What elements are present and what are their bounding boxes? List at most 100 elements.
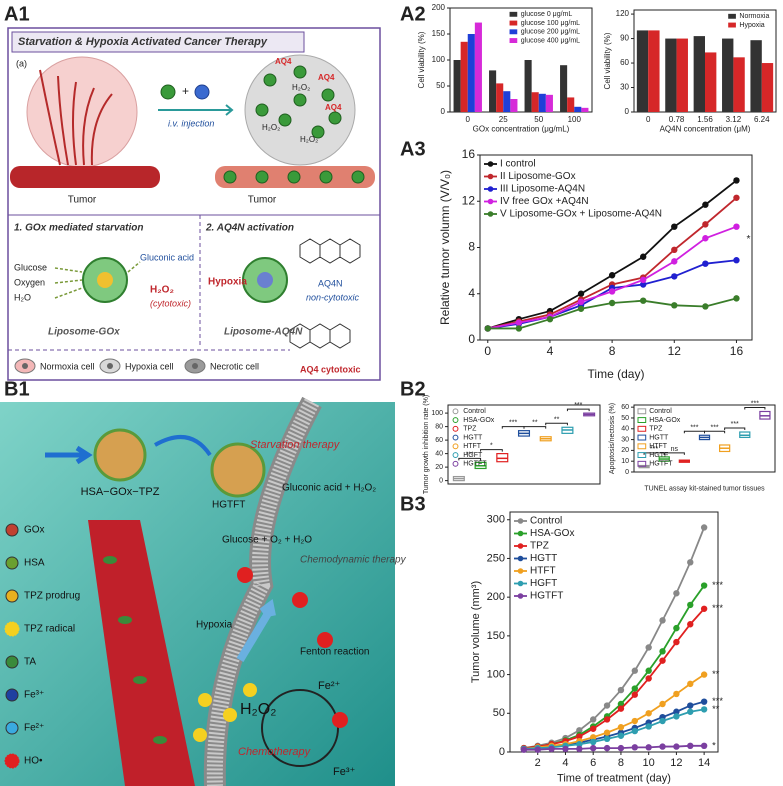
liposome: [255, 103, 269, 117]
data-point: [562, 745, 569, 753]
legend-label: TPZ prodrug: [24, 591, 80, 602]
legend-label: Fe²⁺: [24, 723, 44, 734]
legend-swatch: [517, 593, 524, 599]
legend-swatch: [452, 425, 459, 432]
panel-label: A1: [4, 3, 30, 25]
data-point: [687, 708, 694, 715]
x-tick-label: 4: [547, 344, 554, 358]
label: AQ4: [325, 103, 342, 112]
vessel-branch: [72, 81, 77, 166]
significance: ***: [509, 420, 517, 427]
legend-swatch: [728, 22, 736, 28]
bar: [761, 63, 774, 112]
arrow: [45, 445, 93, 465]
label: H₂O₂: [240, 701, 276, 718]
data-point: [577, 305, 585, 312]
y-tick-label: 0: [441, 107, 446, 116]
legend-swatch: [517, 518, 524, 524]
bracket: [501, 426, 525, 429]
bar: [467, 34, 475, 112]
blood-cell: [153, 736, 167, 744]
label: HSA−GOx−TPZ: [81, 486, 160, 498]
x-tick-label: 0: [646, 115, 651, 124]
significance: *: [712, 740, 716, 750]
data-point: [659, 700, 666, 708]
data-point: [617, 744, 625, 752]
legend-swatch: [452, 460, 459, 467]
x-axis-label: AQ4N concentration (μM): [660, 124, 751, 133]
significance: ***: [466, 451, 474, 458]
x-axis-label: Time of treatment (day): [557, 772, 671, 784]
data-point: [603, 702, 611, 709]
legend-label: HO•: [24, 756, 43, 767]
legend-label: HSA: [24, 558, 45, 569]
label: H₂O₂: [300, 135, 318, 144]
x-tick-label: 3.12: [726, 115, 742, 124]
label: Tumor: [68, 195, 97, 206]
bar: [665, 38, 677, 113]
label: H₂O₂: [262, 123, 280, 132]
bar: [560, 65, 568, 112]
y-tick-label: 120: [616, 9, 630, 18]
y-tick-label: 60: [435, 437, 443, 444]
legend-label: HGTT: [530, 553, 557, 564]
y-tick-label: 50: [621, 415, 629, 422]
legend-swatch: [452, 434, 459, 441]
y-tick-label: 60: [620, 58, 629, 67]
data-point: [687, 621, 694, 628]
data-point: [673, 713, 680, 720]
y-tick-label: 10: [621, 458, 629, 465]
liposome: [321, 88, 335, 102]
bar: [460, 41, 468, 112]
data-point: [687, 742, 694, 750]
legend-label: glucose 0 μg/mL: [521, 11, 573, 18]
legend-label: II Liposome-GOx: [500, 171, 576, 182]
label: Liposome-AQ4N: [224, 327, 303, 338]
radical: [332, 712, 348, 728]
significance: *: [490, 443, 493, 450]
legend-icon: [5, 688, 19, 702]
bar: [524, 60, 532, 112]
data-point: [733, 295, 740, 302]
legend-label: HSA-GOx: [649, 417, 681, 424]
cycle: [261, 689, 339, 768]
liposome: [311, 125, 325, 139]
data-point: [608, 299, 616, 307]
vessel-branch: [39, 69, 61, 166]
data-point: [700, 742, 708, 750]
data-point: [733, 257, 740, 264]
panel-label: B1: [4, 378, 30, 400]
legend-swatch: [487, 161, 494, 167]
cell-nucleus: [192, 363, 198, 369]
liposome-core: [97, 272, 113, 288]
liposome: [287, 170, 301, 184]
legend-label: Hypoxia: [739, 22, 764, 29]
label: Liposome-GOx: [48, 327, 120, 338]
legend-label: GOx: [24, 525, 45, 536]
data-point: [617, 700, 625, 708]
legend-swatch: [452, 417, 459, 423]
legend-swatch: [509, 38, 518, 43]
significance: ***: [710, 424, 718, 431]
liposome: [160, 84, 176, 100]
x-tick-label: 6.24: [754, 115, 770, 124]
label: Glucose: [14, 262, 47, 272]
legend-swatch: [517, 555, 524, 562]
data-point: [673, 590, 680, 597]
significance: ***: [574, 402, 582, 409]
legend-label: I control: [500, 159, 536, 170]
legend-label: Fe³⁺: [24, 690, 44, 701]
data-point: [645, 667, 652, 674]
x-tick-label: 10: [643, 757, 655, 769]
panel-background: [0, 402, 395, 786]
radical: [223, 708, 237, 722]
label: i.v. injection: [168, 118, 214, 128]
data-point: [700, 524, 708, 531]
y-tick-label: 12: [462, 193, 476, 207]
bar: [574, 106, 582, 112]
legend-label: TPZ radical: [24, 624, 75, 635]
plot-frame: [447, 404, 601, 485]
legend-label: Control: [463, 408, 486, 415]
data-point: [700, 671, 708, 678]
y-axis-label: Cell viability (%): [417, 31, 426, 88]
